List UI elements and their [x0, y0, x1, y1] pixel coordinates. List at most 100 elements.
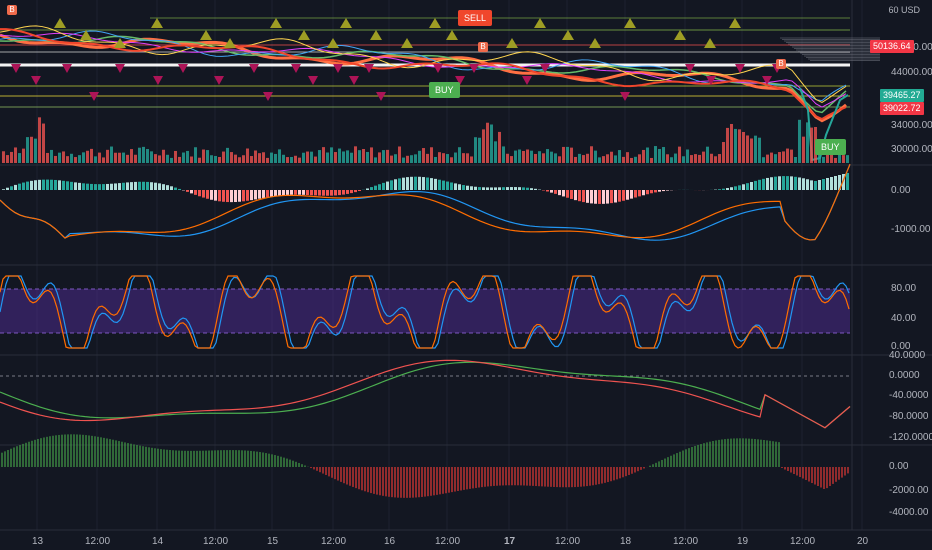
price-axis-label: 34000.00 [891, 120, 932, 131]
triangle-down-marker [249, 64, 259, 73]
volume-bar [598, 157, 601, 163]
buy-signal-1[interactable]: BUY [429, 82, 460, 98]
macd-hist-bar [358, 190, 361, 192]
macd-hist-bar [482, 187, 485, 190]
macd-hist-bar [310, 190, 313, 196]
sell-signal-label: SELL [464, 13, 487, 23]
triangle-up-marker [151, 18, 163, 28]
volume-bar [198, 157, 201, 163]
triangle-up-marker [327, 38, 339, 48]
volume-bar [694, 154, 697, 163]
macd-hist-bar [550, 190, 553, 193]
volume-bar [554, 153, 557, 163]
triangle-up-marker [704, 38, 716, 48]
macd-hist-bar [590, 190, 593, 204]
macd-hist-bar [246, 190, 249, 201]
macd-hist-bar [230, 190, 233, 203]
macd-hist-bar [150, 182, 153, 190]
b-mark-1[interactable]: B [7, 5, 17, 15]
volume-bar [58, 152, 61, 163]
time-axis-label: 12:00 [673, 536, 698, 547]
volume-bar [686, 149, 689, 163]
b-mark-2-label: B [480, 42, 486, 51]
macd-hist-bar [114, 183, 117, 190]
triangle-up-marker [729, 18, 741, 28]
volume-bar [698, 154, 701, 163]
macd-hist-bar [502, 187, 505, 190]
volume-bar [638, 154, 641, 163]
macd-hist-bar [602, 190, 605, 204]
macd-hist-bar [78, 182, 81, 190]
volume-bar [534, 153, 537, 163]
volume-bar [230, 152, 233, 163]
buy-signal-2[interactable]: BUY [815, 139, 846, 155]
macd-hist-bar [98, 184, 101, 190]
triangle-down-marker [11, 64, 21, 73]
macd-hist-bar [58, 180, 61, 190]
macd-hist-bar [350, 190, 353, 194]
macd-hist-bar [210, 190, 213, 200]
volume-bar [466, 153, 469, 163]
macd-hist-bar [782, 176, 785, 190]
macd-hist-bar [626, 190, 629, 200]
volume-bar [346, 150, 349, 163]
macd-hist-bar [746, 183, 749, 190]
volume-bar [690, 155, 693, 163]
volume-bar [282, 154, 285, 163]
b-mark-3[interactable]: B [776, 59, 786, 69]
macd-hist-bar [526, 187, 529, 190]
volume-bar [498, 131, 501, 163]
macd-hist-bar [582, 190, 585, 203]
volume-bar [238, 157, 241, 163]
triangle-up-marker [54, 18, 66, 28]
volume-bar [178, 156, 181, 163]
price-tag-green: 39465.27 [880, 89, 924, 102]
sell-signal[interactable]: SELL [458, 10, 493, 26]
volume-bar [34, 138, 37, 163]
volume-bar [350, 152, 353, 163]
volume-bar [530, 150, 533, 163]
hist-axis-label: -2000.00 [889, 485, 929, 496]
volume-bar [382, 150, 385, 163]
volume-bar [90, 148, 93, 163]
volume-bar [142, 146, 145, 163]
volume-bar [86, 150, 89, 163]
volume-bar [46, 152, 49, 163]
triangle-up-marker [506, 38, 518, 48]
volume-bar [362, 148, 365, 163]
triangle-down-marker [333, 64, 343, 73]
macd-hist-bar [422, 177, 425, 190]
volume-bar [326, 152, 329, 163]
volume-bar [166, 154, 169, 163]
macd-hist-bar [606, 190, 609, 204]
macd-hist-bar [90, 183, 93, 190]
macd-hist-bar [106, 183, 109, 190]
volume-bar [174, 150, 177, 163]
volume-bar [310, 151, 313, 163]
stoch-axis-label: 80.00 [891, 283, 916, 294]
triangle-down-marker [62, 64, 72, 73]
volume-bar [574, 156, 577, 163]
time-axis-label: 14 [152, 536, 164, 547]
volume-bar [770, 152, 773, 163]
macd-hist-bar [54, 179, 57, 190]
macd-hist-bar [410, 176, 413, 190]
volume-bar [658, 148, 661, 163]
macd-hist-bar [22, 182, 25, 190]
macd-hist-bar [202, 190, 205, 198]
volume-bar [750, 138, 753, 163]
volume-bar [810, 127, 813, 163]
macd-hist-bar [758, 179, 761, 190]
macd-hist-bar [242, 190, 245, 202]
volume-bar [294, 155, 297, 163]
volume-bar [274, 153, 277, 163]
b-mark-2[interactable]: B [478, 42, 488, 52]
volume-bar [118, 152, 121, 163]
volume-bar [22, 148, 25, 163]
triangle-down-marker [735, 64, 745, 73]
macd-hist-bar [374, 185, 377, 190]
volume-bar [418, 150, 421, 163]
macd-hist-bar [238, 190, 241, 202]
